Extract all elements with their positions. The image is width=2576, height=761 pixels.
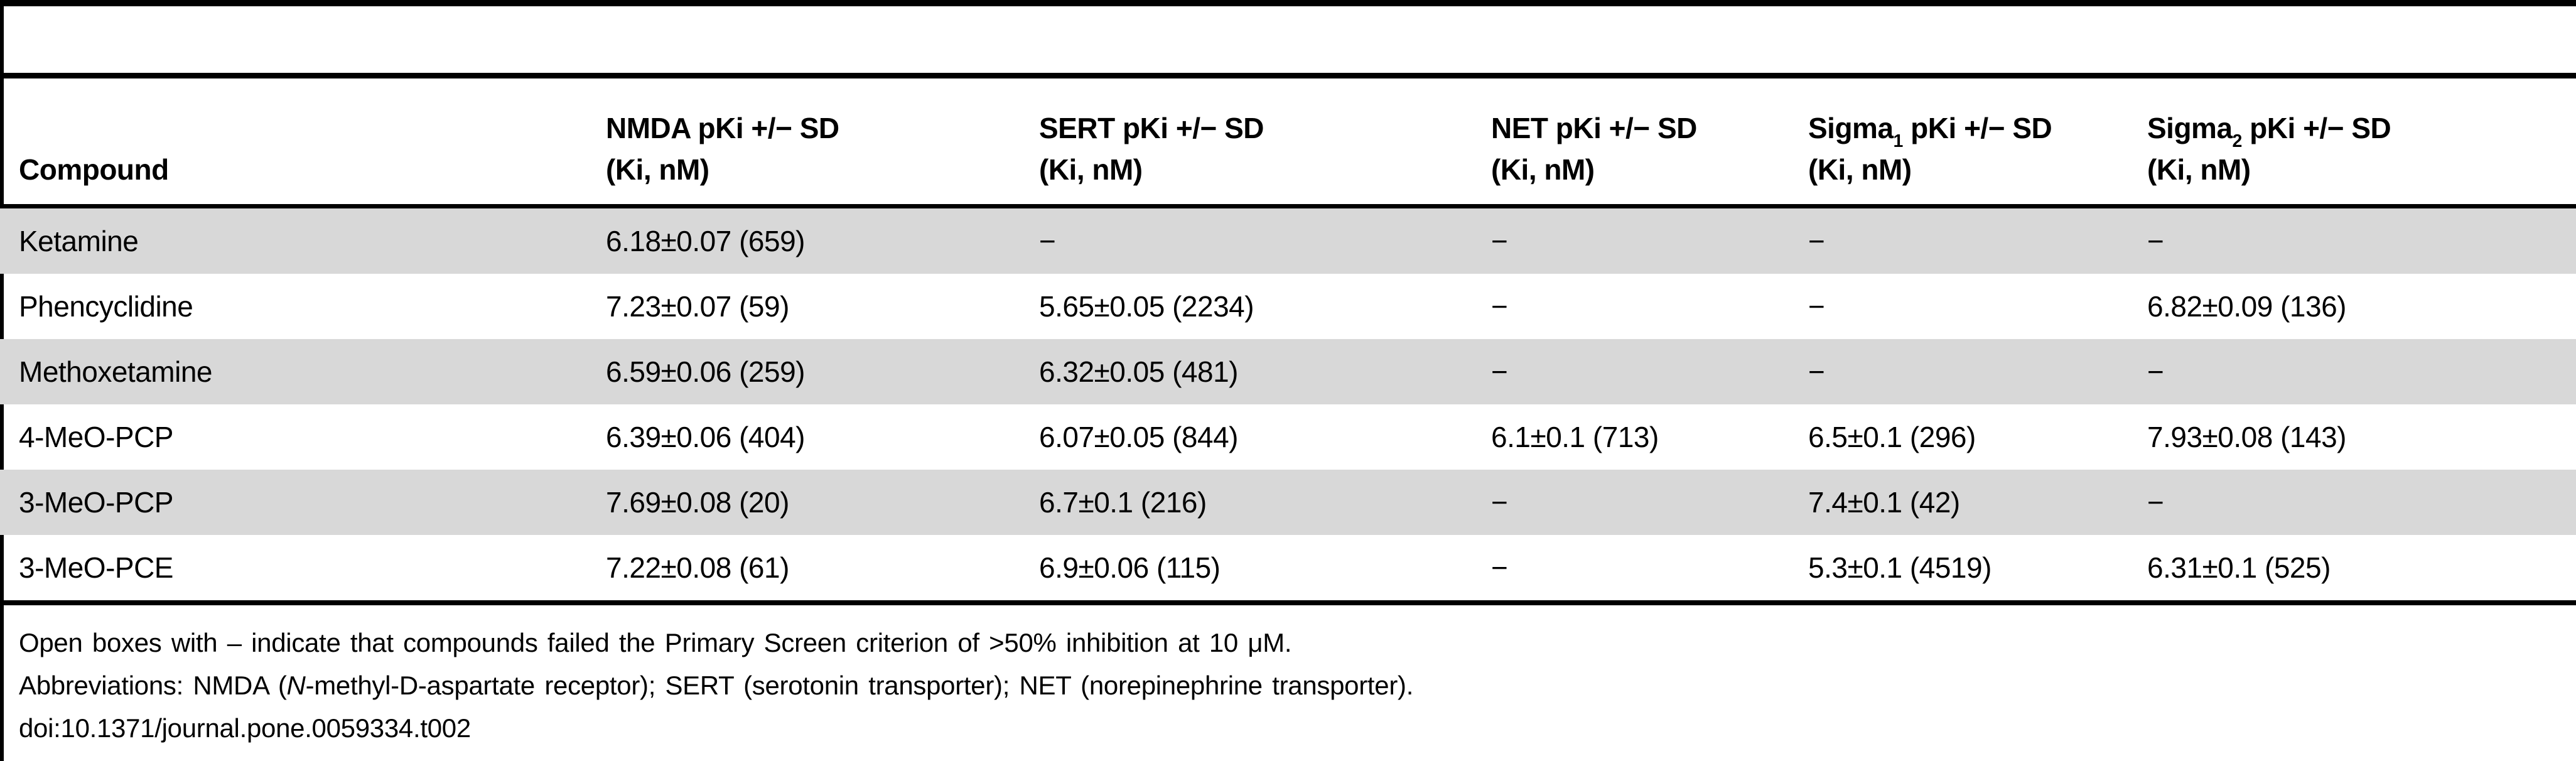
table-row-3-meo-pce: 3-MeO-PCE 7.22±0.08 (61) 6.9±0.06 (115) … [0,535,2576,600]
cell-nmda: 7.69±0.08 (20) [606,486,789,519]
col-header-sert: SERT pKi +/− SD (Ki, nM) [1039,107,1491,204]
cell-net: − [1491,486,1508,519]
cell-net: − [1491,551,1508,584]
cell-sert: 5.65±0.05 (2234) [1039,290,1254,323]
cell-compound: Ketamine [19,225,139,257]
table-body: Ketamine 6.18±0.07 (659) − − − − Phencyc… [0,208,2576,605]
cell-compound: Methoxetamine [19,355,213,388]
cell-net: − [1491,290,1508,323]
col-header-compound: Compound [19,149,606,204]
cell-nmda: 7.23±0.07 (59) [606,290,789,323]
cell-sert: 6.9±0.06 (115) [1039,551,1221,584]
cell-sigma1: 7.4±0.1 (42) [1808,486,1960,519]
top-rule [0,0,2576,6]
cell-sert: 6.07±0.05 (844) [1039,421,1238,453]
pharmacology-table: Compound NMDA pKi +/− SD (Ki, nM) SERT p… [0,73,2576,605]
cell-sigma1: − [1808,225,1825,257]
header-line1: NET pKi +/− SD [1491,112,1697,144]
cell-sigma2: − [2147,486,2164,519]
cell-sigma1: − [1808,355,1825,388]
header-line1: NMDA pKi +/− SD [606,112,839,144]
cell-sigma1: − [1808,290,1825,323]
cell-sigma2: 6.31±0.1 (525) [2147,551,2331,584]
header-line1: SERT pKi +/− SD [1039,112,1264,144]
cell-nmda: 6.18±0.07 (659) [606,225,805,257]
footnote-open-boxes: Open boxes with – indicate that compound… [19,628,1292,657]
cell-net: 6.1±0.1 (713) [1491,421,1659,453]
footnote-abbreviations: Abbreviations: NMDA (N-methyl-D-aspartat… [19,671,1414,700]
header-line1: Sigma2 pKi +/− SD [2147,112,2391,152]
header-line1: Sigma1 pKi +/− SD [1808,112,2052,152]
table-row-3-meo-pcp: 3-MeO-PCP 7.69±0.08 (20) 6.7±0.1 (216) −… [0,470,2576,535]
cell-sert: 6.32±0.05 (481) [1039,355,1238,388]
header-line2: (Ki, nM) [1491,153,1595,186]
col-header-sigma2: Sigma2 pKi +/− SD (Ki, nM) [2147,107,2576,204]
doi-line: doi:10.1371/journal.pone.0059334.t002 [19,713,471,743]
cell-compound: Phencyclidine [19,290,193,323]
header-line2: Compound [19,153,169,186]
table-footnotes: Open boxes with – indicate that compound… [19,622,2557,750]
cell-nmda: 6.39±0.06 (404) [606,421,805,453]
cell-compound: 3-MeO-PCE [19,551,173,584]
cell-nmda: 6.59±0.06 (259) [606,355,805,388]
cell-sigma2: − [2147,355,2164,388]
cell-sigma2: − [2147,225,2164,257]
cell-net: − [1491,225,1508,257]
cell-nmda: 7.22±0.08 (61) [606,551,789,584]
cell-compound: 3-MeO-PCP [19,486,173,519]
cell-sigma2: 7.93±0.08 (143) [2147,421,2346,453]
cell-sigma1: 5.3±0.1 (4519) [1808,551,1991,584]
cell-sert: 6.7±0.1 (216) [1039,486,1207,519]
col-header-nmda: NMDA pKi +/− SD (Ki, nM) [606,107,1039,204]
cell-compound: 4-MeO-PCP [19,421,173,453]
header-line2: (Ki, nM) [606,153,709,186]
table-row-phencyclidine: Phencyclidine 7.23±0.07 (59) 5.65±0.05 (… [0,274,2576,339]
cell-sigma1: 6.5±0.1 (296) [1808,421,1976,453]
cell-sert: − [1039,225,1056,257]
header-line2: (Ki, nM) [1039,153,1143,186]
table-row-ketamine: Ketamine 6.18±0.07 (659) − − − − [0,208,2576,274]
table-header-row: Compound NMDA pKi +/− SD (Ki, nM) SERT p… [0,73,2576,208]
table-row-methoxetamine: Methoxetamine 6.59±0.06 (259) 6.32±0.05 … [0,339,2576,404]
col-header-sigma1: Sigma1 pKi +/− SD (Ki, nM) [1808,107,2147,204]
header-line2: (Ki, nM) [2147,153,2251,186]
cell-sigma2: 6.82±0.09 (136) [2147,290,2346,323]
cell-net: − [1491,355,1508,388]
table-row-4-meo-pcp: 4-MeO-PCP 6.39±0.06 (404) 6.07±0.05 (844… [0,404,2576,470]
header-line2: (Ki, nM) [1808,153,1912,186]
col-header-net: NET pKi +/− SD (Ki, nM) [1491,107,1808,204]
